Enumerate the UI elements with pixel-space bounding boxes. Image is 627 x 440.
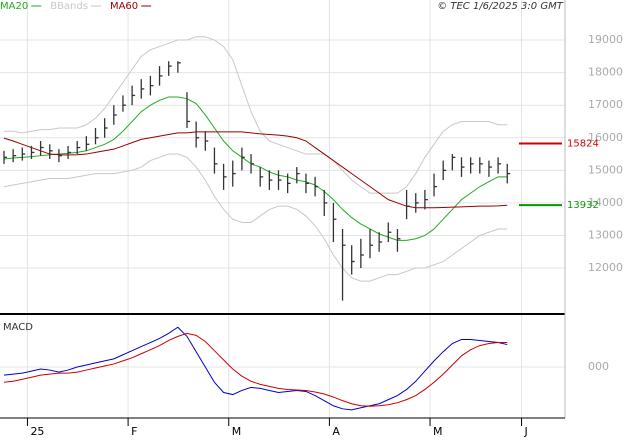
source: © TEC 1/6/2025 3:0 GMT: [437, 1, 564, 12]
x-tick-label: M: [232, 425, 242, 438]
ma-line: [3, 96, 508, 241]
y-tick-label: 16000: [588, 131, 623, 144]
x-tick-label: 25: [30, 425, 44, 438]
macd-line: [3, 326, 508, 411]
x-tick-label: F: [131, 425, 137, 438]
last-value-label: 15824: [567, 139, 599, 150]
y-tick-label: 14000: [588, 196, 623, 209]
ma-line: [3, 131, 508, 209]
y-tick-label: 15000: [588, 163, 623, 176]
last-value-label: 13932: [567, 200, 599, 211]
x-tick-label: M: [433, 425, 443, 438]
y-tick-label: 18000: [588, 66, 623, 79]
x-tick-label: J: [524, 425, 528, 438]
legend-label: BBands: [50, 1, 88, 12]
macd-line: [3, 332, 508, 407]
band-upper: [4, 36, 508, 194]
y-tick-label: 13000: [588, 228, 623, 241]
legend-label: MA60: [110, 1, 138, 12]
band-lower: [3, 153, 508, 282]
x-tick-label: A: [332, 425, 340, 438]
y-tick-label: 000: [588, 360, 609, 373]
y-tick-label: 17000: [588, 98, 623, 111]
panel-title: MACD: [3, 322, 33, 333]
legend-label: MA20: [0, 1, 28, 12]
y-tick-label: 19000: [588, 33, 623, 46]
y-tick-label: 12000: [588, 261, 623, 274]
